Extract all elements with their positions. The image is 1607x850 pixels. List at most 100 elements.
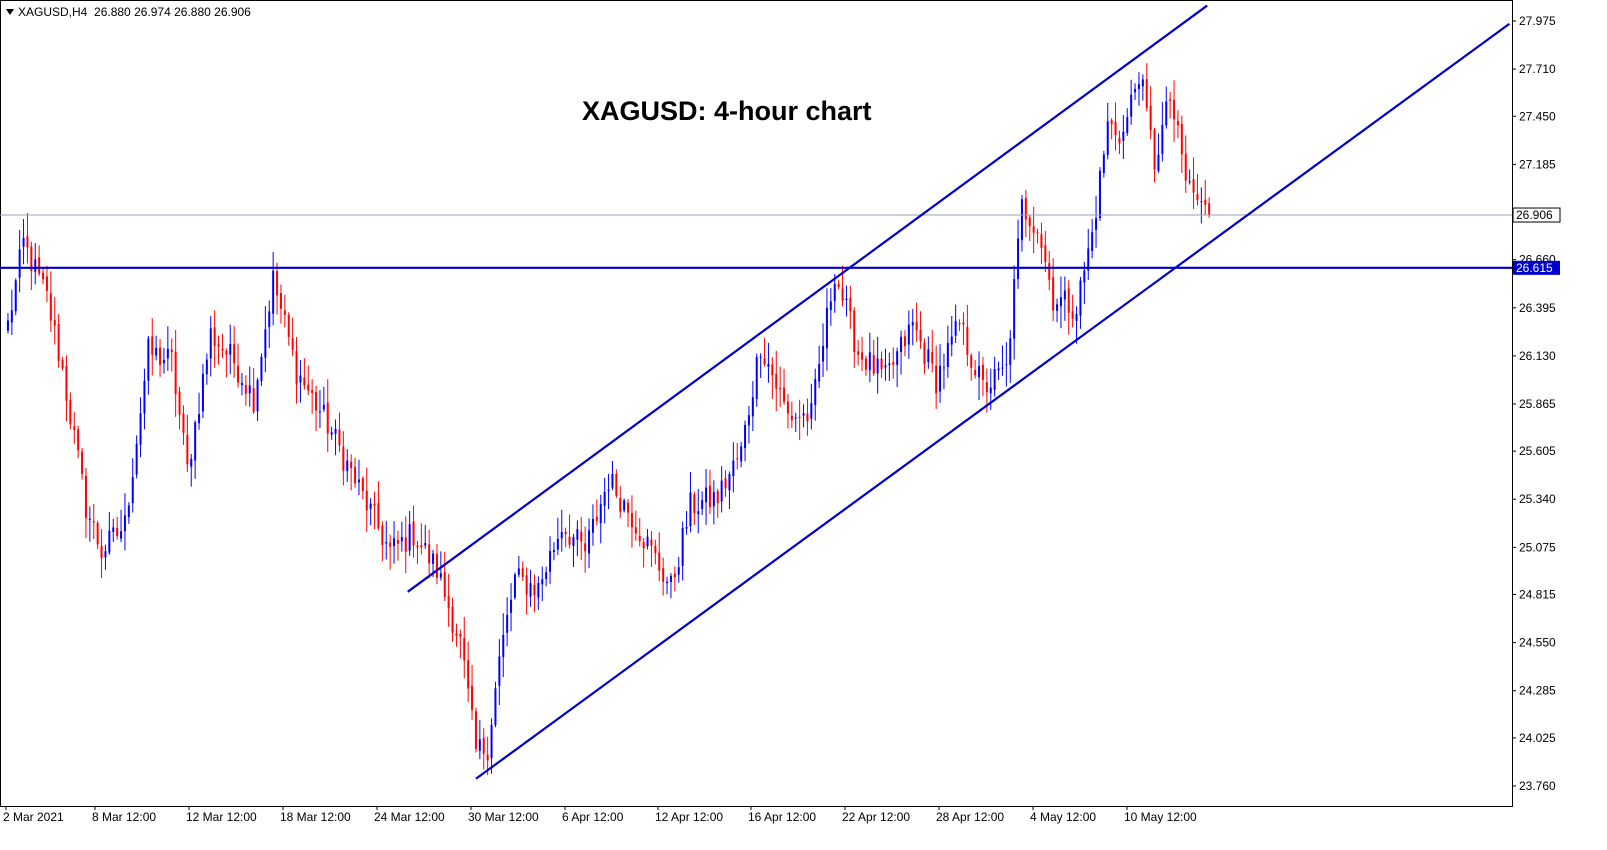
candle-body <box>911 322 914 326</box>
candle-body <box>981 364 984 380</box>
candle-body <box>903 336 906 347</box>
time-tick-label: 6 Apr 12:00 <box>562 810 624 824</box>
time-tick-label: 22 Apr 12:00 <box>842 810 910 824</box>
price-tick-label: 27.975 <box>1519 14 1556 28</box>
candle-body <box>1153 129 1156 170</box>
candle-body <box>728 474 731 491</box>
candle-body <box>825 307 828 349</box>
candle-body <box>190 458 193 467</box>
candle-body <box>268 311 271 328</box>
candle-body <box>927 349 930 363</box>
candle-body <box>1173 100 1176 120</box>
candle-body <box>34 259 37 272</box>
candle-body <box>194 422 197 461</box>
candle-body <box>1087 248 1090 271</box>
price-tick-label: 25.075 <box>1519 540 1556 554</box>
channel-upper-trendline[interactable] <box>407 4 1208 593</box>
candle-body <box>545 572 548 580</box>
candle-body <box>529 583 532 597</box>
candle-body <box>225 350 228 355</box>
candle-body <box>205 359 208 375</box>
candle-body <box>471 685 474 710</box>
candle-body <box>658 552 661 571</box>
candle-body <box>712 491 715 507</box>
candle-body <box>853 310 856 353</box>
time-tick-label: 10 May 12:00 <box>1124 810 1197 824</box>
candle-body <box>100 546 103 559</box>
time-tick-label: 30 Mar 12:00 <box>468 810 539 824</box>
candle-body <box>467 660 470 689</box>
candle-body <box>502 634 505 657</box>
candle-body <box>96 522 99 545</box>
candle-body <box>646 536 649 547</box>
candle-body <box>970 355 973 368</box>
candle-body <box>1079 280 1082 316</box>
candle-body <box>689 492 692 527</box>
candle-body <box>1169 99 1172 101</box>
time-tick-label: 28 Apr 12:00 <box>936 810 1004 824</box>
candle-body <box>915 321 918 331</box>
price-tick-label: 25.605 <box>1519 444 1556 458</box>
candle-body <box>354 466 357 484</box>
candle-body <box>1157 154 1160 171</box>
candle-body <box>931 352 934 364</box>
channel-lower-trendline[interactable] <box>475 22 1511 780</box>
candle-body <box>673 573 676 578</box>
candle-body <box>264 329 267 358</box>
candle-body <box>439 573 442 578</box>
symbol-label: XAGUSD,H4 <box>18 5 88 19</box>
candle-body <box>786 401 789 414</box>
time-tick-label: 4 May 12:00 <box>1030 810 1096 824</box>
candle-body <box>724 478 727 489</box>
candle-body <box>295 351 298 385</box>
candle-body <box>151 336 154 355</box>
candle-body <box>385 541 388 544</box>
candle-body <box>1056 304 1059 311</box>
overlays-layer <box>0 0 1513 807</box>
candle-body <box>322 404 325 410</box>
time-tick-label: 18 Mar 12:00 <box>280 810 351 824</box>
candle-body <box>837 283 840 287</box>
candle-body <box>537 583 540 598</box>
candle-body <box>857 351 860 355</box>
candle-body <box>416 545 419 548</box>
time-tick-label: 12 Mar 12:00 <box>186 810 257 824</box>
candle-body <box>603 491 606 506</box>
current-price-label: 26.906 <box>1516 208 1553 222</box>
candle-body <box>112 527 115 532</box>
candle-body <box>435 553 438 578</box>
candle-body <box>61 359 64 369</box>
candle-body <box>935 365 938 394</box>
candle-body <box>147 338 150 381</box>
candle-body <box>213 327 216 346</box>
candle-body <box>170 349 173 353</box>
candle-body <box>1149 105 1152 131</box>
candle-body <box>412 521 415 546</box>
candle-body <box>217 344 220 347</box>
candle-body <box>599 504 602 524</box>
candle-body <box>868 352 871 371</box>
candle-body <box>252 388 255 412</box>
candle-body <box>287 314 290 337</box>
candle-body <box>494 688 497 725</box>
candle-body <box>229 343 232 355</box>
candle-body <box>120 531 123 539</box>
candle-body <box>845 298 848 301</box>
candle-body <box>841 288 844 301</box>
candle-body <box>1188 181 1191 183</box>
candle-body <box>451 606 454 633</box>
candle-body <box>65 366 68 401</box>
price-axis: 27.97527.71027.45027.18526.92026.66026.3… <box>1512 14 1561 793</box>
candle-body <box>872 354 875 374</box>
price-tick-label: 27.450 <box>1519 109 1556 123</box>
candle-body <box>517 568 520 575</box>
dropdown-triangle-icon[interactable] <box>6 8 14 15</box>
candle-body <box>864 358 867 370</box>
candle-body <box>49 293 52 321</box>
time-tick-label: 24 Mar 12:00 <box>374 810 445 824</box>
candle-body <box>580 531 583 542</box>
candle-body <box>315 392 318 411</box>
current-price-badge <box>1512 207 1561 223</box>
price-tick-label: 26.130 <box>1519 349 1556 363</box>
